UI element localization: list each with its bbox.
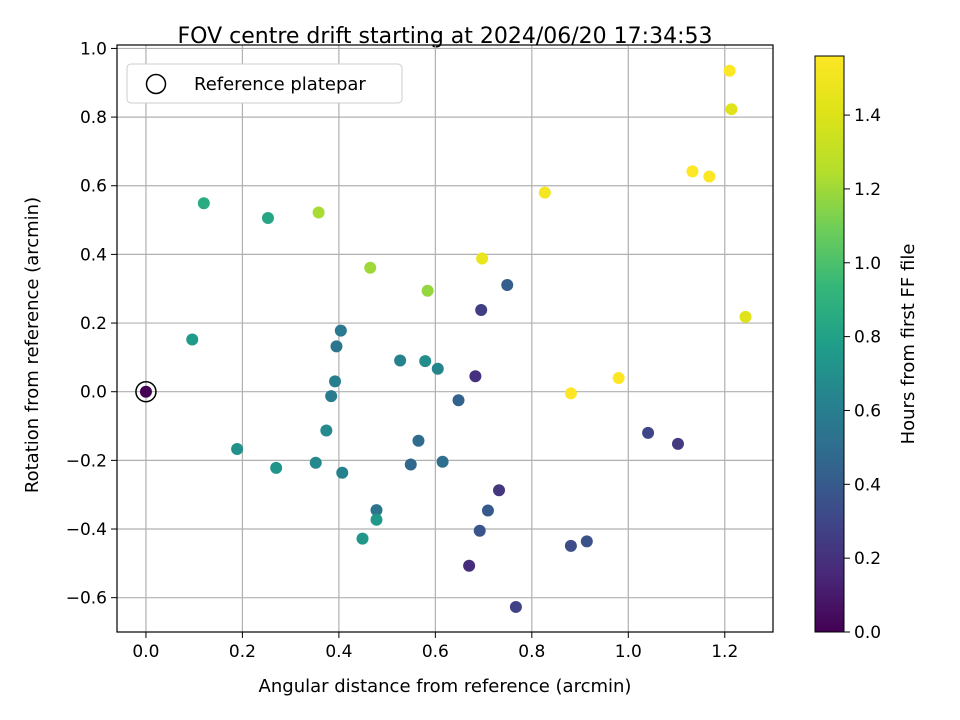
y-tick-label: −0.6: [66, 589, 107, 609]
data-point: [325, 390, 338, 403]
colorbar-tick-label: 0.4: [854, 475, 881, 495]
colorbar-tick-label: 1.0: [854, 254, 881, 274]
data-point: [139, 385, 152, 398]
data-point: [703, 170, 716, 183]
data-point: [431, 362, 444, 375]
data-point: [469, 370, 482, 383]
x-tick-label: 0.0: [132, 642, 159, 662]
data-point: [538, 186, 551, 199]
y-tick-label: −0.4: [66, 520, 107, 540]
data-point: [436, 455, 449, 468]
data-point: [309, 456, 322, 469]
data-point: [475, 304, 488, 317]
data-point: [642, 426, 655, 439]
data-point: [421, 284, 434, 297]
colorbar-tick-label: 0.2: [854, 549, 881, 569]
data-point: [330, 340, 343, 353]
data-point: [412, 434, 425, 447]
y-axis-ticks: −0.6 −0.4 −0.2 0.0 0.2 0.4 0.6 0.8 1.0: [66, 39, 117, 609]
data-point: [509, 600, 522, 613]
x-tick-label: 1.0: [615, 642, 642, 662]
y-tick-label: 0.0: [80, 383, 107, 403]
data-point: [493, 484, 506, 497]
data-point: [723, 64, 736, 77]
reference-point-marker: [135, 380, 157, 403]
y-tick-label: 0.2: [80, 314, 107, 334]
data-point: [739, 310, 752, 323]
colorbar-label: Hours from first FF file: [898, 244, 919, 445]
x-tick-label: 0.4: [325, 642, 352, 662]
data-point: [270, 461, 283, 474]
data-point: [564, 387, 577, 400]
y-tick-label: 0.8: [80, 108, 107, 128]
data-point: [473, 524, 486, 537]
plot-frame: [116, 44, 774, 633]
data-point: [334, 324, 347, 337]
data-point: [481, 504, 494, 517]
x-tick-label: 0.8: [518, 642, 545, 662]
data-point: [370, 504, 383, 517]
data-point: [419, 355, 432, 368]
data-point: [686, 165, 699, 178]
colorbar: [814, 55, 845, 633]
data-point: [580, 535, 593, 548]
scatter-points: [135, 64, 752, 613]
data-point: [312, 206, 325, 219]
x-tick-label: 1.2: [711, 642, 738, 662]
data-point: [404, 458, 417, 471]
data-point: [370, 513, 383, 526]
y-axis-label: Rotation from reference (arcmin): [22, 197, 43, 493]
data-point: [356, 532, 369, 545]
colorbar-ticks: 0.0 0.2 0.4 0.6 0.8 1.0 1.2 1.4: [844, 106, 881, 643]
legend-label: Reference platepar: [194, 74, 366, 95]
legend: Reference platepar: [126, 63, 403, 104]
colorbar-tick-label: 0.6: [854, 401, 881, 421]
y-tick-label: 0.6: [80, 177, 107, 197]
x-tick-label: 0.2: [229, 642, 256, 662]
data-point: [336, 466, 349, 479]
colorbar-tick-label: 0.0: [854, 623, 881, 643]
colorbar-tick-label: 0.8: [854, 328, 881, 348]
x-tick-label: 0.6: [422, 642, 449, 662]
data-point: [197, 197, 210, 210]
data-point: [612, 371, 625, 384]
legend-marker: [145, 73, 167, 95]
data-point: [186, 333, 199, 346]
data-point: [501, 278, 514, 291]
data-point: [671, 437, 684, 450]
data-point: [231, 443, 244, 456]
colorbar-tick-label: 1.4: [854, 106, 881, 126]
data-point: [364, 261, 377, 274]
grid-lines: [117, 45, 773, 632]
y-tick-label: 0.4: [80, 245, 107, 265]
data-point: [320, 424, 333, 437]
x-axis-label: Angular distance from reference (arcmin): [259, 676, 632, 697]
data-point: [261, 212, 274, 225]
x-axis-ticks: 0.0 0.2 0.4 0.6 0.8 1.0 1.2: [132, 632, 738, 662]
data-point: [452, 394, 465, 407]
data-point: [394, 354, 407, 367]
data-point: [463, 559, 476, 572]
data-point: [476, 252, 489, 265]
y-tick-label: −0.2: [66, 451, 107, 471]
data-point: [725, 103, 738, 116]
data-point: [329, 375, 342, 388]
y-tick-label: 1.0: [80, 39, 107, 59]
colorbar-tick-label: 1.2: [854, 180, 881, 200]
legend-box: [126, 63, 403, 104]
data-point: [564, 539, 577, 552]
